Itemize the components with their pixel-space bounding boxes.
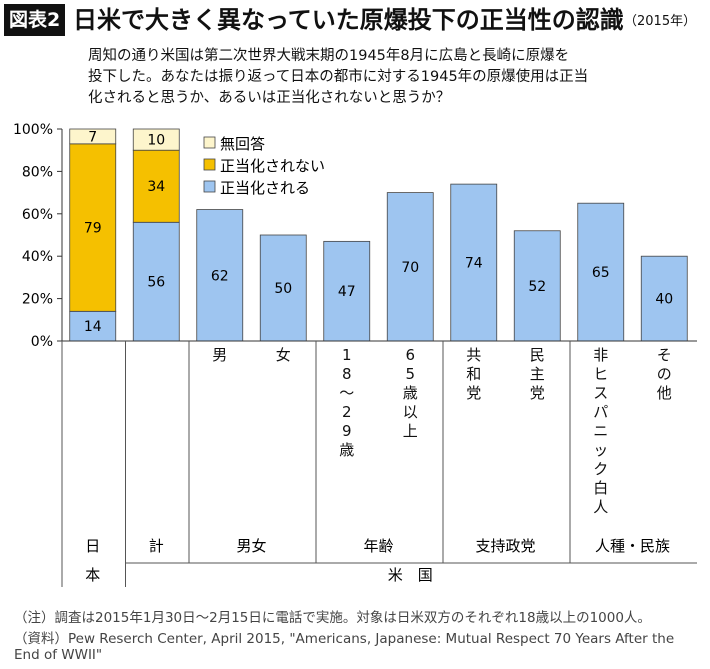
bar-segment: [450, 183, 498, 342]
data-label: 56: [147, 275, 165, 291]
legend-label: 正当化される: [220, 179, 310, 197]
category-label: 共和党: [466, 346, 482, 402]
data-label: 70: [401, 260, 419, 276]
chart-title: 日米で大きく異なっていた原爆投下の正当性の認識: [73, 6, 624, 34]
y-tick-label: 80%: [22, 164, 53, 180]
bar-segment: [132, 149, 180, 223]
group-label: 男女: [236, 537, 266, 555]
data-label: 7: [88, 129, 97, 145]
country-label: 米 国: [388, 566, 433, 584]
question-line-2: 投下した。あなたは振り返って日本の都市に対する1945年の原爆使用は正当: [88, 69, 589, 85]
note-source: （資料）Pew Reserch Center, April 2015, "Ame…: [14, 631, 675, 647]
bar-segment: [259, 234, 307, 342]
country-label: 本: [85, 566, 100, 584]
group-label: 支持政党: [475, 537, 535, 555]
y-tick-label: 60%: [22, 207, 53, 223]
survey-year: （2015年）: [624, 14, 697, 29]
y-tick-label: 40%: [22, 249, 53, 265]
question-line-3: 化されると思うか、あるいは正当化されないと思うか？: [88, 90, 451, 106]
data-label: 74: [465, 256, 483, 272]
category-label: 男: [212, 346, 228, 364]
data-label: 79: [84, 221, 102, 237]
y-tick-label: 20%: [22, 292, 53, 308]
y-tick-label: 100%: [13, 122, 53, 138]
category-label: 女: [275, 346, 291, 364]
survey-question: 周知の通り米国は第二次世界大戦末期の1945年8月に広島と長崎に原爆を 投下した…: [88, 46, 688, 109]
bar-segment: [196, 209, 244, 342]
bar-segment: [69, 143, 117, 312]
category-label: 民主党: [529, 346, 545, 402]
bar-segment: [69, 310, 117, 342]
figure-badge: 図表2: [4, 4, 66, 36]
bar-segment: [577, 202, 625, 342]
group-label: 日: [85, 537, 100, 555]
data-label: 65: [592, 265, 610, 281]
bar-segment: [323, 240, 371, 342]
category-label: 非ヒスパニック白人: [593, 346, 609, 516]
bar-segment: [132, 128, 180, 151]
bar-segment: [640, 255, 688, 342]
group-label: 人種・民族: [595, 537, 670, 555]
data-label: 52: [528, 279, 546, 295]
data-label: 34: [147, 179, 165, 195]
category-label: 1 8 ～ 2 9 歳: [339, 346, 355, 459]
bar-segment: [513, 230, 561, 342]
legend-swatch: [203, 158, 216, 171]
question-line-1: 周知の通り米国は第二次世界大戦末期の1945年8月に広島と長崎に原爆を: [88, 48, 570, 64]
legend-swatch: [203, 136, 216, 149]
legend-label: 正当化されない: [220, 157, 325, 175]
bar-segment: [69, 128, 117, 145]
data-label: 40: [655, 292, 673, 308]
bar-segment: [132, 221, 180, 342]
data-label: 47: [338, 284, 356, 300]
group-label: 計: [149, 537, 164, 555]
group-label: 年齢: [363, 537, 393, 555]
data-label: 62: [211, 268, 229, 284]
note-survey: （注）調査は2015年1月30日～2月15日に電話で実施。対象は日米双方のそれぞ…: [14, 610, 651, 626]
data-label: 14: [84, 319, 102, 335]
bar-segment: [386, 192, 434, 342]
category-label: その他: [656, 346, 672, 402]
y-tick-label: 0%: [31, 334, 53, 350]
legend-swatch: [203, 180, 216, 193]
data-label: 10: [147, 133, 165, 149]
note-source-cont: End of WWII": [14, 647, 103, 663]
data-label: 50: [274, 281, 292, 297]
legend-label: 無回答: [220, 135, 265, 153]
